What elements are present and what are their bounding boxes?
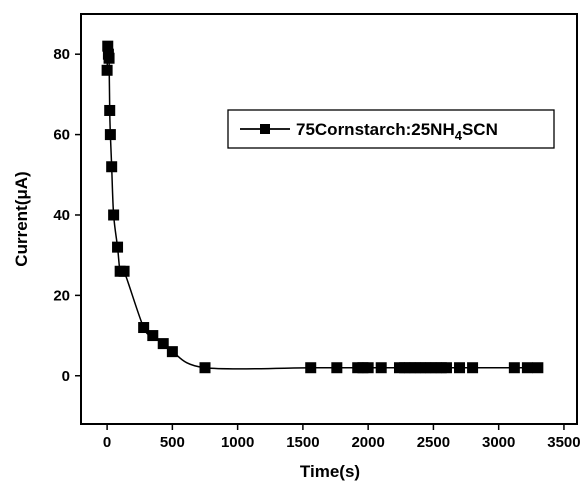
data-point <box>199 362 211 374</box>
x-axis-title: Time(s) <box>300 462 360 481</box>
x-tick-label: 2000 <box>351 434 384 451</box>
plot-frame <box>80 13 578 425</box>
axis-ticks: 0 500 1000 1500 2000 2500 3000 3500 0 20 40 60 80 <box>53 46 580 451</box>
x-tick-label: 0 <box>103 434 111 451</box>
data-point <box>112 241 124 253</box>
data-point <box>147 330 159 342</box>
x-tick-label: 1000 <box>221 434 254 451</box>
data-point <box>454 362 466 374</box>
y-tick-label: 40 <box>53 207 70 224</box>
data-point <box>166 346 178 358</box>
data-point <box>521 362 533 374</box>
y-tick-label: 60 <box>53 127 70 144</box>
data-point <box>106 161 118 173</box>
data-point <box>362 362 374 374</box>
data-point <box>375 362 387 374</box>
data-point <box>101 64 113 76</box>
x-tick-label: 3000 <box>482 434 515 451</box>
data-point <box>108 209 120 221</box>
data-point <box>138 322 150 334</box>
data-point <box>157 338 169 350</box>
data-point <box>305 362 317 374</box>
y-tick-label: 80 <box>53 46 70 63</box>
y-tick-label: 20 <box>53 287 70 304</box>
series-layer <box>101 40 544 374</box>
legend-label: 75Cornstarch:25NH4SCN <box>296 120 498 143</box>
y-tick-label: 0 <box>62 368 70 385</box>
series-line <box>106 44 538 370</box>
data-point <box>118 265 130 277</box>
y-axis-title: Current(μA) <box>12 171 31 266</box>
data-point <box>103 52 115 64</box>
legend-marker <box>260 124 270 134</box>
data-point <box>102 40 114 52</box>
data-point <box>467 362 479 374</box>
data-point <box>440 362 452 374</box>
x-tick-label: 500 <box>160 434 185 451</box>
x-tick-label: 3500 <box>547 434 580 451</box>
data-point <box>532 362 544 374</box>
data-point <box>104 104 116 116</box>
x-tick-label: 2500 <box>417 434 450 451</box>
data-point <box>331 362 343 374</box>
legend: 75Cornstarch:25NH4SCN <box>227 109 555 149</box>
x-tick-label: 1500 <box>286 434 319 451</box>
data-point <box>508 362 520 374</box>
data-point <box>104 129 116 141</box>
